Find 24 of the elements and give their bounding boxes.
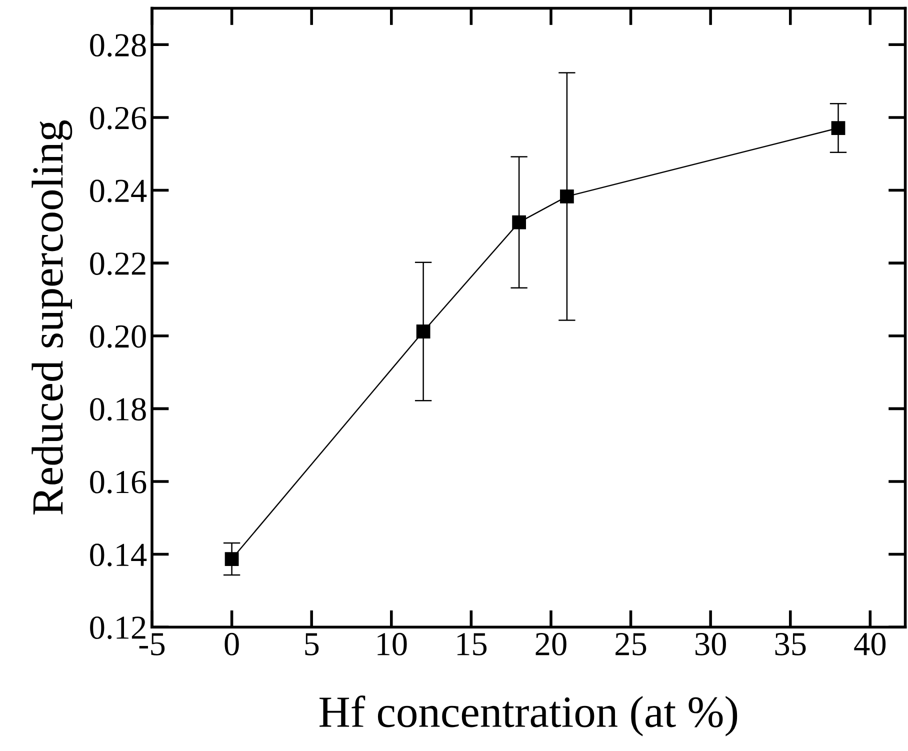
point [416, 324, 430, 338]
x-tick-label: 25 [616, 633, 646, 656]
y-axis-title: Reduced supercooling [32, 120, 72, 514]
point [224, 552, 239, 566]
x-tick-label: 35 [775, 633, 806, 656]
x-tick-label: 40 [854, 632, 886, 656]
x-axis-title: Hf concentration (at %) [320, 696, 738, 736]
y-tick-label: 0.22 [90, 252, 146, 276]
point [831, 121, 846, 135]
y-tick-label: 0.20 [90, 325, 146, 348]
point [512, 215, 526, 230]
x-tick-label: 5 [305, 633, 319, 656]
point [560, 190, 574, 204]
x-tick-label: 30 [696, 632, 726, 656]
y-tick-label: 0.28 [90, 34, 146, 57]
x-tick-label: 15 [457, 633, 487, 656]
y-tick-label: 0.14 [90, 544, 147, 566]
y-tick-label: 0.16 [90, 470, 146, 494]
y-tick-label: 0.24 [90, 180, 147, 202]
x-tick-label: 20 [536, 632, 566, 656]
x-tick-label: 0 [224, 632, 239, 656]
y-tick-label: 0.26 [90, 106, 146, 130]
x-tick-label: 10 [378, 632, 407, 656]
y-tick-label: 0.18 [90, 398, 146, 421]
